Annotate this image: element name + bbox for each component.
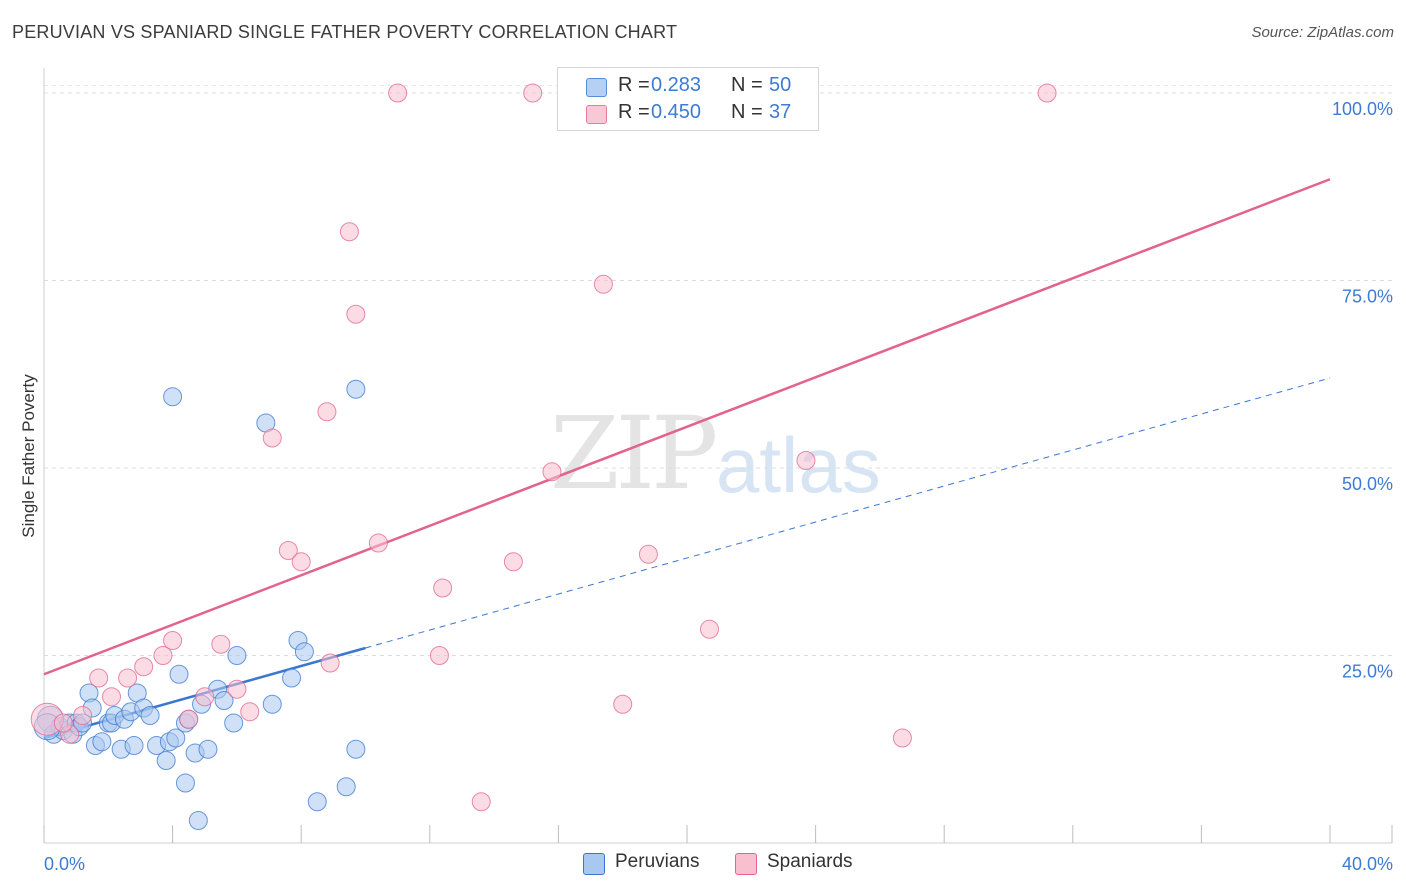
peruvian-point bbox=[214, 691, 234, 710]
peruvian-point bbox=[124, 736, 144, 755]
spaniard-point bbox=[593, 274, 613, 294]
spaniard-point bbox=[291, 552, 311, 572]
peruvian-point bbox=[282, 668, 302, 688]
spaniards-swatch bbox=[735, 853, 757, 875]
peruvian-point bbox=[188, 811, 208, 830]
grid-lines bbox=[44, 85, 1392, 656]
n-value: 37 bbox=[769, 101, 792, 123]
legend-label: Peruvians bbox=[615, 851, 700, 872]
y-axis-label: Single Father Poverty bbox=[19, 374, 38, 538]
spaniard-point bbox=[320, 653, 340, 673]
r-value: 0.450 bbox=[651, 101, 702, 123]
spaniard-point bbox=[134, 657, 154, 677]
spaniard-trend-line bbox=[43, 178, 1331, 676]
y-tick-label: 25.0% bbox=[1342, 662, 1393, 682]
spaniard-point bbox=[278, 541, 298, 560]
x-tick-label-max: 40.0% bbox=[1342, 854, 1393, 874]
r-value: 0.283 bbox=[651, 74, 702, 96]
legend-label: Spaniards bbox=[767, 851, 853, 872]
spaniard-point bbox=[613, 694, 633, 714]
spaniard-point bbox=[102, 687, 122, 707]
peruvian-point bbox=[166, 728, 186, 748]
spaniard-point bbox=[368, 533, 388, 553]
spaniard-point bbox=[339, 222, 359, 242]
peruvian-point bbox=[163, 387, 183, 407]
spaniard-point bbox=[638, 544, 658, 564]
spaniard-point bbox=[118, 668, 138, 688]
spaniard-point bbox=[433, 578, 453, 598]
peruvian-point bbox=[294, 642, 314, 662]
peruvian-point bbox=[336, 777, 356, 797]
y-tick-label: 75.0% bbox=[1342, 287, 1393, 307]
peruvian-point bbox=[227, 646, 247, 665]
legend-row-peruvians: R = 0.283 N = 50 bbox=[558, 74, 818, 100]
legend-row-spaniards: R = 0.450 N = 37 bbox=[558, 101, 818, 127]
n-label: N = bbox=[731, 101, 763, 123]
r-label: R = bbox=[618, 74, 650, 96]
spaniard-point bbox=[523, 83, 543, 103]
peruvian-point bbox=[198, 739, 218, 759]
spaniard-point bbox=[89, 668, 109, 688]
spaniards-swatch bbox=[586, 105, 607, 124]
y-tick-label: 50.0% bbox=[1342, 474, 1393, 494]
spaniard-point bbox=[53, 713, 73, 733]
peruvian-trend-extension bbox=[365, 377, 1331, 649]
axes bbox=[43, 68, 1393, 844]
n-label: N = bbox=[731, 74, 763, 96]
spaniard-point bbox=[227, 679, 247, 699]
spaniard-point bbox=[346, 304, 366, 324]
spaniard-point bbox=[153, 646, 173, 665]
r-label: R = bbox=[618, 101, 650, 123]
peruvian-point bbox=[224, 713, 244, 733]
peruvian-point bbox=[156, 751, 176, 770]
spaniard-point bbox=[163, 631, 183, 650]
spaniard-point bbox=[503, 552, 523, 572]
peruvian-point bbox=[92, 732, 112, 752]
spaniard-point bbox=[195, 687, 215, 707]
spaniard-point bbox=[542, 462, 562, 482]
spaniard-point bbox=[262, 428, 282, 448]
x-tick-label-min: 0.0% bbox=[44, 854, 85, 874]
spaniard-point bbox=[1037, 83, 1057, 103]
peruvians-swatch bbox=[586, 78, 607, 97]
spaniard-point bbox=[211, 634, 231, 654]
spaniard-point bbox=[796, 451, 816, 470]
n-value: 50 bbox=[769, 74, 792, 96]
spaniard-point bbox=[700, 619, 720, 639]
peruvian-point bbox=[307, 792, 327, 812]
y-tick-label: 100.0% bbox=[1332, 99, 1393, 119]
data-points bbox=[30, 83, 1057, 830]
tick-labels: 25.0% 50.0% 75.0% 100.0% 0.0% 40.0% Single Fat… bbox=[19, 99, 1393, 874]
spaniard-point bbox=[388, 83, 408, 103]
peruvian-point bbox=[175, 773, 195, 793]
chart-title: PERUVIAN VS SPANIARD SINGLE FATHER POVER… bbox=[12, 22, 678, 42]
peruvian-point bbox=[169, 664, 189, 684]
correlation-legend: R = 0.283 N = 50 R = 0.450 N = 37 bbox=[557, 67, 819, 131]
spaniard-point bbox=[240, 702, 260, 722]
spaniard-point bbox=[317, 402, 337, 422]
spaniard-point bbox=[892, 728, 912, 748]
spaniard-point bbox=[73, 706, 93, 725]
peruvian-point bbox=[346, 739, 366, 759]
watermark-zip: ZIP bbox=[550, 395, 718, 512]
peruvians-swatch bbox=[583, 853, 605, 875]
spaniard-point bbox=[179, 709, 199, 729]
source-label: Source: ZipAtlas.com bbox=[1251, 24, 1394, 41]
peruvian-point bbox=[262, 694, 282, 714]
peruvian-point bbox=[346, 379, 366, 399]
peruvian-point bbox=[140, 706, 160, 725]
spaniard-point bbox=[429, 646, 449, 665]
spaniard-point bbox=[471, 792, 491, 812]
